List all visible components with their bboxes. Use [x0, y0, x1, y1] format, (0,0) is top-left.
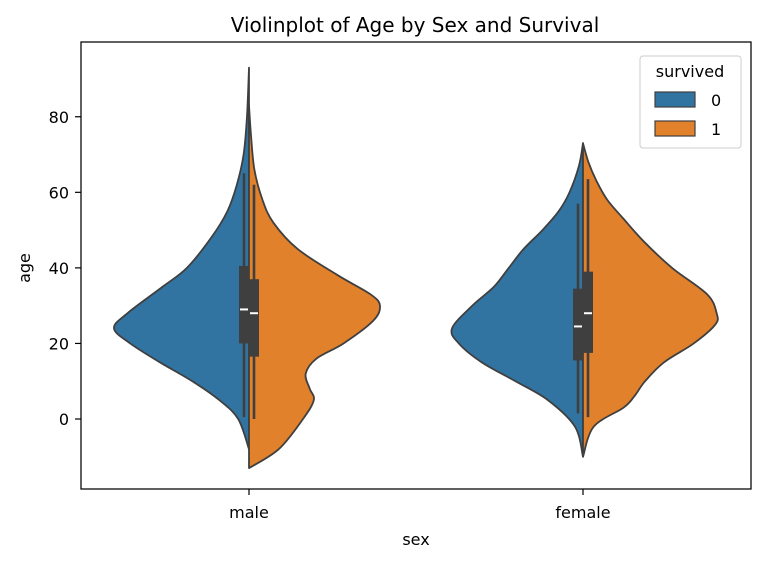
violin-male-survived-1 — [248, 104, 381, 470]
y-axis-label: age — [15, 253, 34, 283]
y-tick-label: 80 — [49, 108, 69, 127]
legend-label-1: 1 — [711, 120, 721, 139]
x-tick-label-male: male — [229, 503, 269, 522]
iqr-box-male-survived-1 — [249, 279, 259, 357]
y-tick-label: 0 — [59, 410, 69, 429]
legend-title: survived — [656, 62, 724, 81]
y-tick-label: 60 — [49, 183, 69, 202]
legend-swatch-0 — [654, 91, 696, 108]
legend-swatch-1 — [654, 120, 696, 137]
iqr-box-male-survived-0 — [239, 265, 249, 344]
y-axis: 0 20 40 60 80 — [49, 108, 81, 429]
x-axis: male female — [229, 489, 611, 522]
violin-male-survived-0 — [113, 66, 250, 451]
violin-female-survived-0 — [450, 142, 584, 458]
box-plots — [239, 173, 593, 419]
x-axis-label: sex — [402, 530, 429, 549]
y-tick-label: 20 — [49, 334, 69, 353]
plot-frame — [80, 41, 752, 490]
chart-title: Violinplot of Age by Sex and Survival — [231, 13, 600, 37]
legend: survived 0 1 — [639, 55, 742, 149]
iqr-box-female-survived-0 — [573, 288, 583, 361]
legend-label-0: 0 — [711, 91, 721, 110]
violin-female-survived-1 — [582, 142, 719, 458]
violins — [113, 66, 719, 470]
x-tick-label-female: female — [555, 503, 610, 522]
y-tick-label: 40 — [49, 259, 69, 278]
